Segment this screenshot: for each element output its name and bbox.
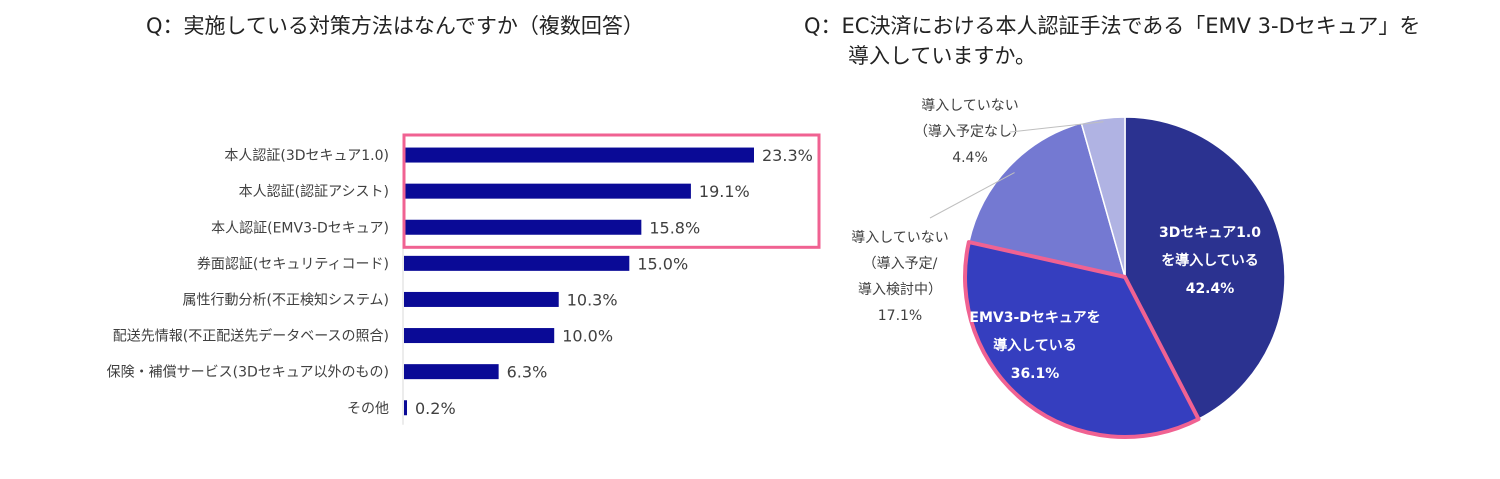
bar-value-label: 10.0% — [562, 327, 613, 346]
pie-slice-2 — [967, 122, 1127, 279]
pie-highlight-outline — [963, 240, 1201, 439]
bar-value-label: 15.8% — [649, 218, 700, 237]
bar-3 — [404, 255, 630, 271]
pie-slice-0 — [1124, 116, 1286, 421]
bar-5 — [404, 328, 555, 344]
bar-category-label: 属性行動分析(不正検知システム) — [182, 291, 389, 308]
bar-2 — [404, 219, 642, 235]
bar-0 — [404, 147, 754, 163]
bar-category-label: 配送先情報(不正配送先データベースの照合) — [113, 328, 389, 345]
pie-label-0: 3Dセキュア1.0 を導入している 42.4% — [1159, 225, 1261, 297]
bar-category-label: 券面認証(セキュリティコード) — [197, 256, 389, 272]
pie-leader-line — [929, 172, 1015, 219]
pie-label-3: 導入していない（導入予定なし） 4.4% — [914, 98, 1026, 166]
bar-4 — [404, 291, 559, 307]
bar-category-label: 本人認証(EMV3-Dセキュア) — [211, 220, 389, 236]
bar-value-label: 10.3% — [567, 290, 618, 309]
pie-slice-3 — [1080, 116, 1126, 278]
bar-value-label: 6.3% — [507, 363, 548, 382]
pie-label-2: 導入していない（導入予定/導入検討中） 17.1% — [851, 230, 949, 324]
bar-6 — [404, 364, 499, 380]
pie-chart-title-line1: Q：EC決済における本人認証手法である「EMV 3-Dセキュア」を — [804, 14, 1421, 38]
bar-value-label: 0.2% — [415, 399, 456, 418]
bar-category-label: 本人認証(認証アシスト) — [239, 184, 389, 200]
pie-leader-line — [1009, 121, 1104, 133]
bar-value-label: 15.0% — [637, 254, 688, 273]
bar-value-label: 23.3% — [762, 146, 813, 165]
bar-category-label: 保険・補償サービス(3Dセキュア以外のもの) — [107, 365, 389, 381]
bar-chart-title: Q：実施している対策方法はなんですか（複数回答） — [146, 14, 644, 38]
pie-chart-title-line2: 導入していますか。 — [848, 44, 1036, 68]
bar-7 — [404, 400, 408, 416]
bar-highlight-frame — [402, 133, 821, 249]
bar-value-label: 19.1% — [699, 182, 750, 201]
bar-category-label: その他 — [347, 401, 389, 417]
bar-1 — [404, 183, 691, 199]
bar-category-label: 本人認証(3Dセキュア1.0) — [224, 148, 389, 164]
pie-label-1: EMV3-Dセキュアを導入している 36.1% — [969, 310, 1100, 382]
